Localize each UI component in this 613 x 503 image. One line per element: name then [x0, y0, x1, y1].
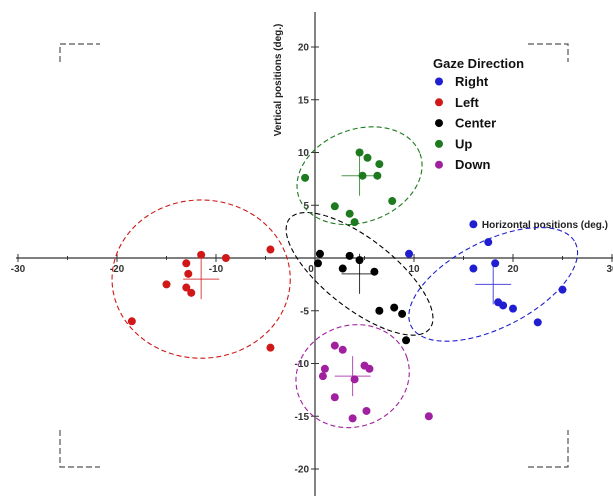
legend-label-up: Up: [455, 136, 472, 151]
legend-label-down: Down: [455, 157, 490, 172]
y-axis-title: Vertical positions (deg.): [273, 24, 284, 137]
right-point: [558, 285, 567, 294]
right-ellipse: [408, 226, 579, 342]
left-point: [182, 283, 191, 292]
crosshairs: [183, 155, 512, 397]
up-ellipse: [296, 126, 423, 226]
left-point: [187, 288, 196, 297]
axes: -30 -20 -10 0 10 20 30 -20 -15 -10 -5 5 10 15 20 Horizo…: [11, 12, 613, 496]
right-point: [499, 301, 508, 310]
left-point: [197, 250, 206, 259]
legend-marker-center: [435, 119, 443, 128]
left-point: [184, 269, 193, 278]
data-points: [127, 148, 567, 423]
up-point: [388, 197, 397, 206]
left-point: [266, 343, 275, 352]
center-point: [315, 249, 324, 258]
down-point: [318, 372, 327, 381]
y-tick-label: 5: [303, 201, 309, 212]
right-point: [491, 259, 500, 268]
corner-mark: [528, 43, 569, 62]
down-point: [338, 345, 347, 354]
y-tick-label: 10: [298, 148, 310, 159]
legend-marker-right: [435, 77, 443, 86]
center-point: [398, 309, 407, 318]
down-point: [348, 414, 357, 423]
center-point: [370, 267, 379, 276]
left-point: [162, 280, 171, 289]
center-point: [375, 306, 384, 315]
up-point: [358, 171, 367, 180]
down-point: [424, 412, 433, 421]
legend-marker-up: [435, 139, 443, 148]
down-ellipse: [295, 324, 410, 429]
corner-mark: [528, 430, 569, 468]
center-point: [338, 264, 347, 273]
up-point: [330, 202, 339, 211]
ellipses: [111, 126, 579, 429]
right-point: [533, 318, 542, 327]
legend-title: Gaze Direction: [433, 56, 524, 71]
center-point: [355, 256, 364, 265]
right-point: [405, 249, 414, 258]
x-tick-label: -20: [110, 264, 125, 275]
center-point: [390, 303, 399, 312]
left-ellipse: [111, 199, 291, 359]
y-tick-label: 15: [298, 95, 310, 106]
y-tick-label: -20: [295, 465, 310, 476]
x-tick-label: 30: [606, 264, 613, 275]
legend-label-left: Left: [455, 95, 480, 110]
down-point: [362, 406, 371, 415]
up-point: [350, 218, 359, 227]
down-point: [350, 375, 359, 384]
center-ellipse: [285, 211, 434, 336]
left-point: [182, 259, 191, 268]
legend-label-right: Right: [455, 74, 489, 89]
down-point: [320, 364, 329, 373]
center-point: [313, 259, 322, 268]
left-point: [221, 254, 230, 262]
x-tick-label: -10: [209, 264, 224, 275]
x-axis-title: Horizontal positions (deg.): [482, 220, 608, 231]
y-tick-label: 20: [298, 43, 310, 54]
left-point: [266, 245, 275, 254]
legend-marker-down: [435, 160, 443, 169]
up-point: [375, 160, 384, 169]
up-point: [301, 173, 310, 182]
x-tick-label: 0: [308, 264, 314, 275]
y-tick-label: -15: [295, 412, 310, 423]
corner-mark: [59, 43, 100, 62]
up-point: [355, 148, 364, 157]
left-point: [127, 317, 136, 326]
x-tick-label: 10: [408, 264, 420, 275]
down-point: [365, 364, 374, 373]
center-point: [345, 251, 354, 260]
right-point: [469, 264, 478, 273]
right-point: [484, 238, 493, 247]
legend-marker-left: [435, 98, 443, 107]
up-point: [373, 171, 382, 180]
legend-label-center: Center: [455, 116, 496, 131]
down-point: [330, 341, 339, 350]
y-tick-label: -5: [300, 306, 309, 317]
corner-mark: [59, 430, 100, 468]
center-point: [402, 336, 411, 345]
up-point: [345, 209, 354, 218]
x-tick-label: 20: [507, 264, 519, 275]
viewfinder-corner-marks: [59, 43, 569, 468]
down-point: [330, 393, 339, 402]
x-tick-label: -30: [11, 264, 26, 275]
right-point: [509, 304, 517, 313]
right-point: [469, 220, 478, 229]
legend: Gaze Direction Right Left Center Up Down: [433, 56, 524, 172]
y-tick-label: -10: [295, 359, 310, 370]
up-point: [363, 153, 372, 162]
